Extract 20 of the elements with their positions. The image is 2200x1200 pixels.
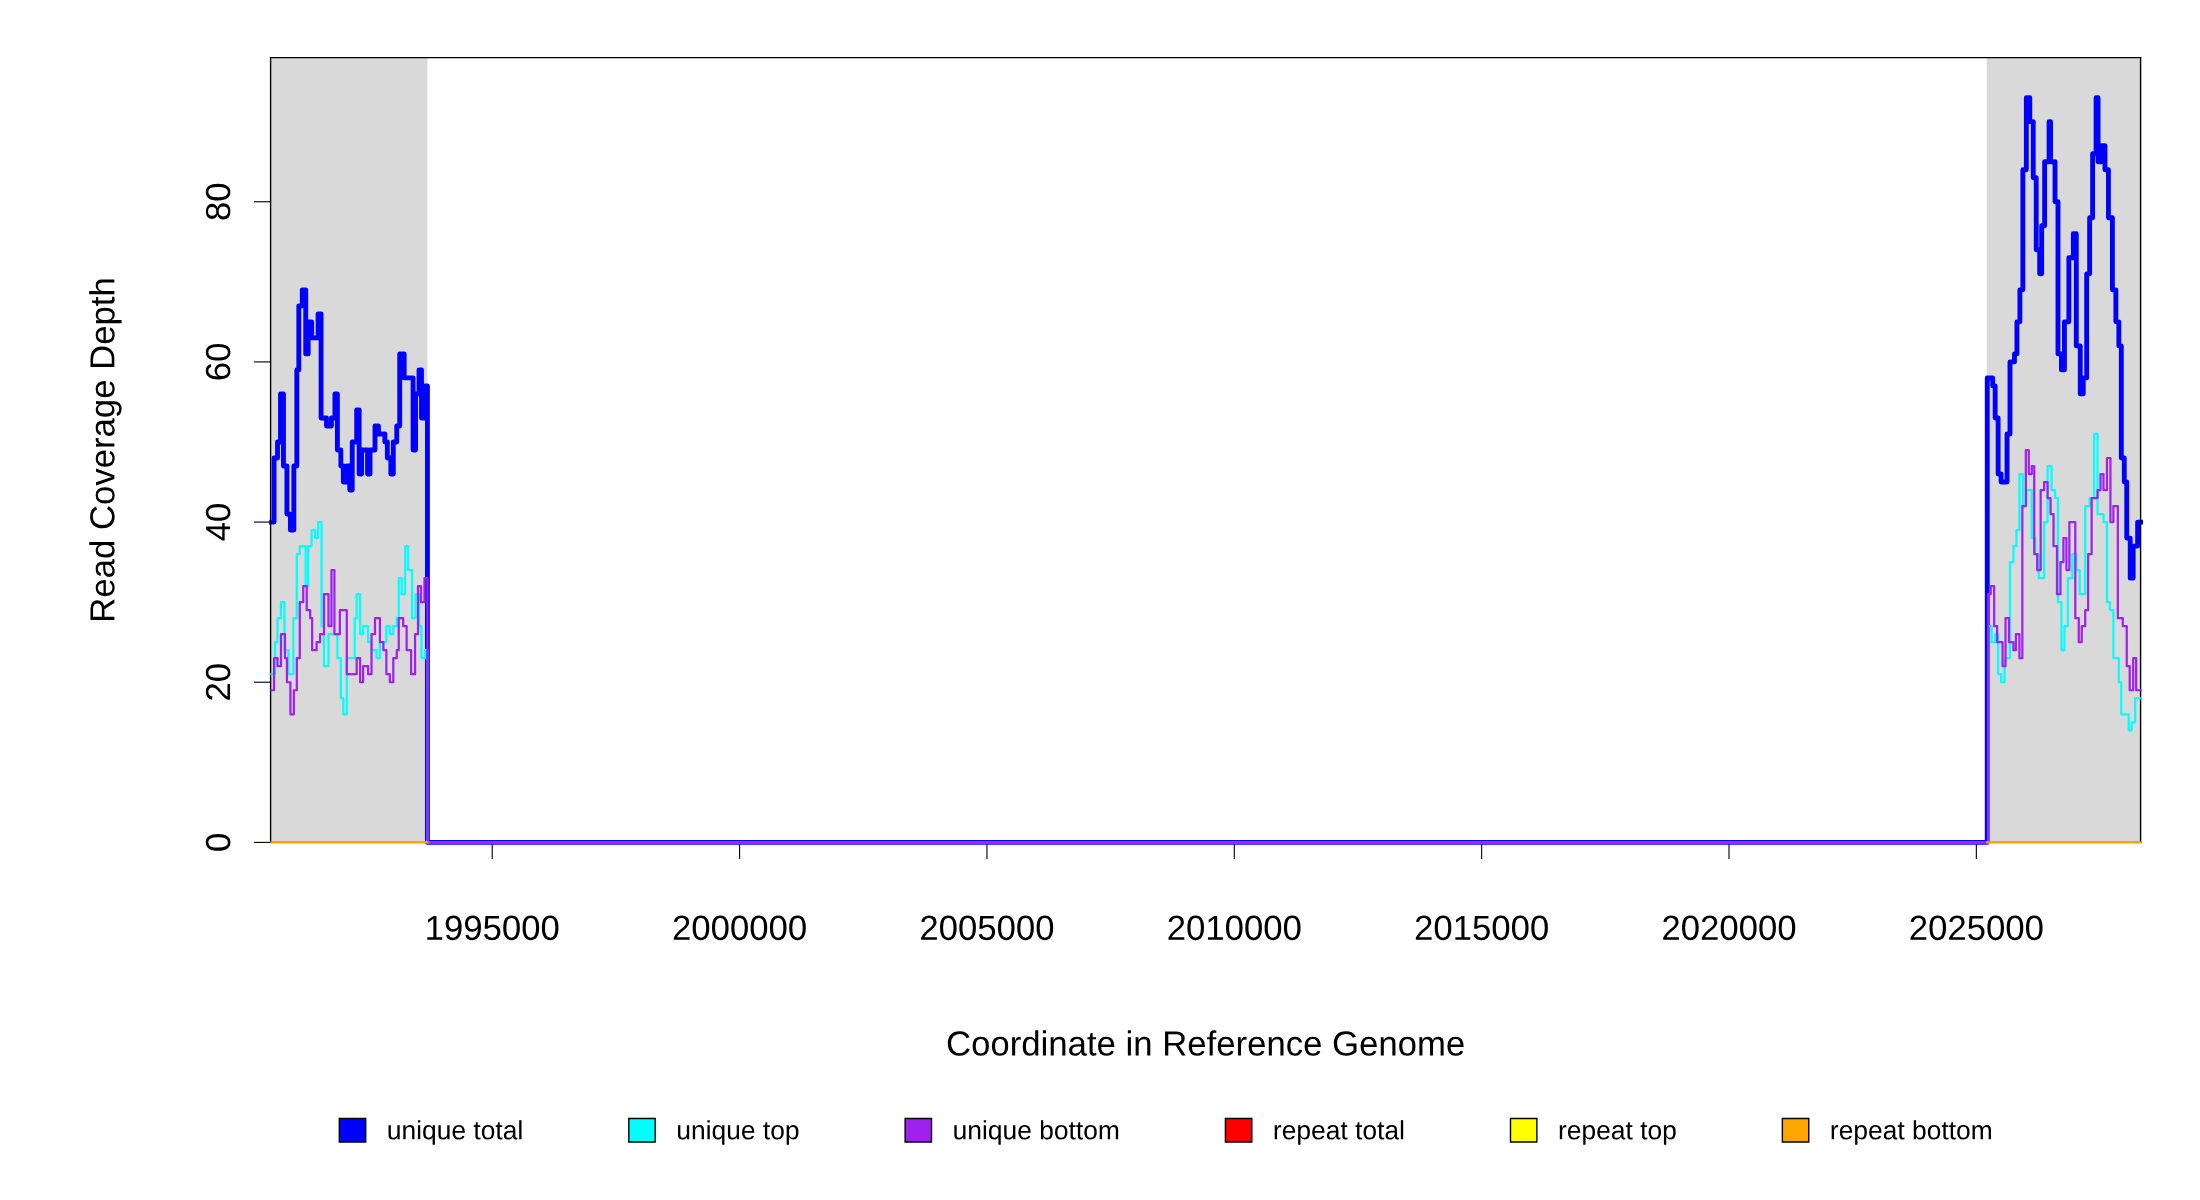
x-tick-label: 1995000 bbox=[427, 915, 559, 941]
y-tick-label: 0 bbox=[205, 834, 231, 851]
x-tick-label: 2020000 bbox=[1663, 915, 1796, 941]
legend-label: repeat total bbox=[1274, 1120, 1404, 1145]
legend-label: unique top bbox=[678, 1120, 799, 1145]
legend-label: unique bottom bbox=[954, 1120, 1119, 1145]
x-tick-label: 2025000 bbox=[1910, 915, 2043, 941]
x-tick-label: 2010000 bbox=[1168, 915, 1301, 941]
y-axis-title: Read Coverage Depth bbox=[89, 279, 122, 620]
legend-label: repeat top bbox=[1559, 1122, 1676, 1145]
y-tick-label: 80 bbox=[205, 183, 231, 220]
x-axis-title: Coordinate in Reference Genome bbox=[947, 1030, 1464, 1056]
legend-label: repeat bottom bbox=[1831, 1120, 1991, 1145]
x-tick-label: 2000000 bbox=[673, 915, 806, 941]
legend-label: unique total bbox=[388, 1120, 522, 1145]
x-tick-label: 2005000 bbox=[921, 915, 1054, 941]
y-tick-label: 40 bbox=[205, 504, 231, 541]
y-tick-label: 60 bbox=[205, 343, 231, 380]
y-tick-label: 20 bbox=[205, 664, 231, 700]
x-tick-label: 2015000 bbox=[1415, 915, 1548, 941]
